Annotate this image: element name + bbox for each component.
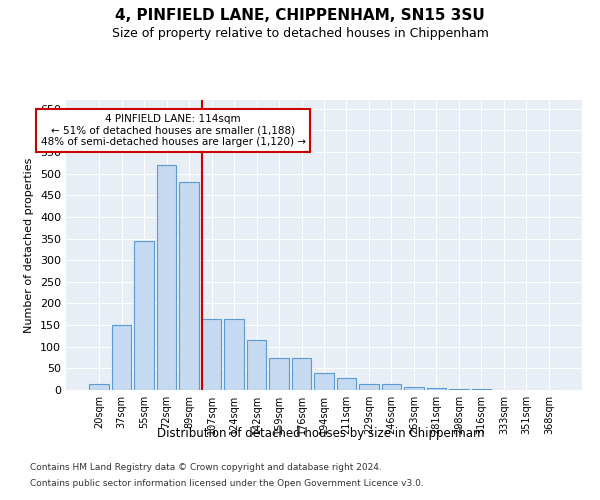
Bar [404,386,424,390]
Bar [427,388,446,390]
Bar [449,388,469,390]
Text: 4 PINFIELD LANE: 114sqm
← 51% of detached houses are smaller (1,188)
48% of semi: 4 PINFIELD LANE: 114sqm ← 51% of detache… [41,114,306,147]
Bar [89,384,109,390]
Bar [269,358,289,390]
Text: 4, PINFIELD LANE, CHIPPENHAM, SN15 3SU: 4, PINFIELD LANE, CHIPPENHAM, SN15 3SU [115,8,485,22]
Text: Distribution of detached houses by size in Chippenham: Distribution of detached houses by size … [157,428,485,440]
Bar [112,325,131,390]
Bar [359,384,379,390]
Bar [337,378,356,390]
Y-axis label: Number of detached properties: Number of detached properties [25,158,34,332]
Bar [202,318,221,390]
Text: Contains HM Land Registry data © Crown copyright and database right 2024.: Contains HM Land Registry data © Crown c… [30,464,382,472]
Bar [472,389,491,390]
Bar [382,384,401,390]
Bar [179,182,199,390]
Bar [224,318,244,390]
Bar [247,340,266,390]
Text: Contains public sector information licensed under the Open Government Licence v3: Contains public sector information licen… [30,478,424,488]
Bar [134,240,154,390]
Bar [157,165,176,390]
Text: Size of property relative to detached houses in Chippenham: Size of property relative to detached ho… [112,28,488,40]
Bar [314,372,334,390]
Bar [292,358,311,390]
